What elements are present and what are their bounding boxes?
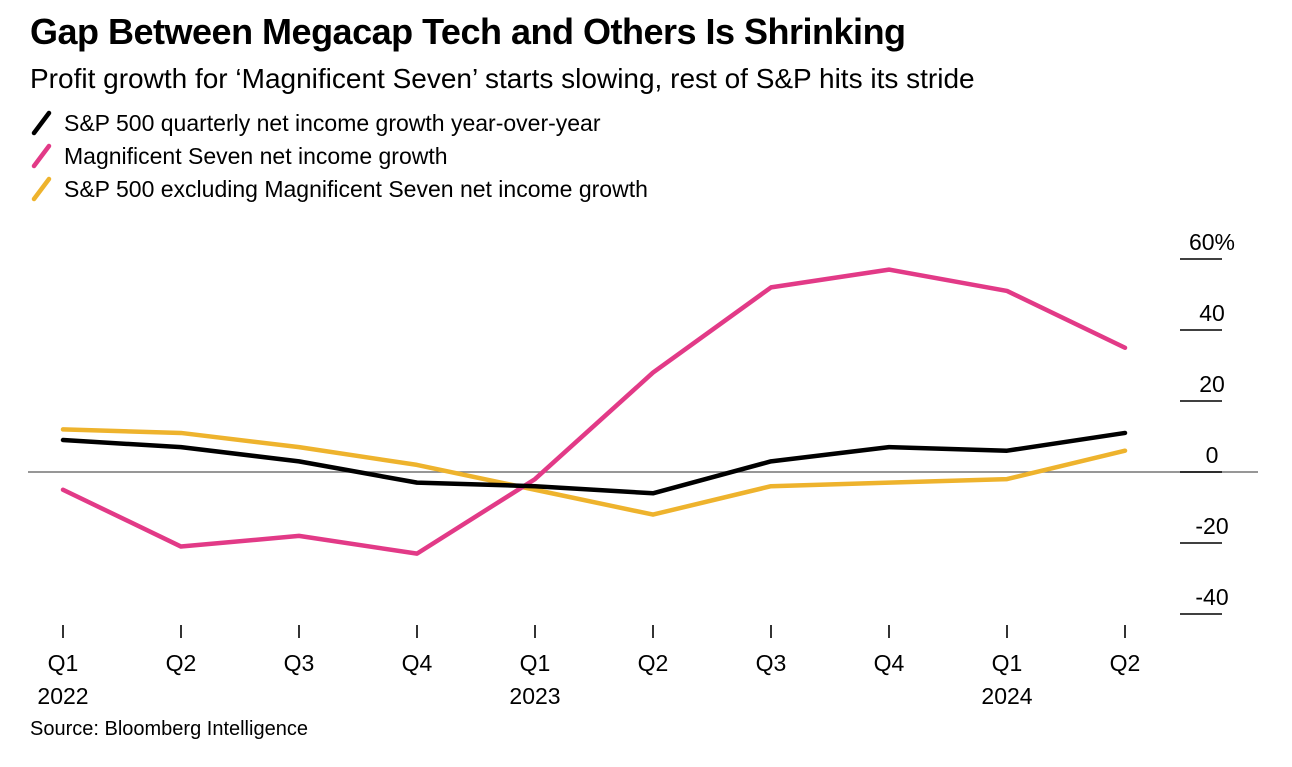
series-line-sp500-ex-mag7 <box>60 427 1128 518</box>
legend-item-sp500-ex-mag7: S&P 500 excluding Magnificent Seven net … <box>30 173 1292 205</box>
x-axis-tick-label: Q4 <box>402 650 433 676</box>
y-axis-tick-label: 0 <box>1206 442 1219 468</box>
y-axis-tick-label: 40 <box>1199 300 1225 326</box>
legend-label-mag7: Magnificent Seven net income growth <box>64 143 448 170</box>
legend-item-sp500: S&P 500 quarterly net income growth year… <box>30 107 1292 139</box>
x-axis-tick-label: Q1 <box>520 650 551 676</box>
x-axis-year-label: 2023 <box>509 683 560 709</box>
x-axis-tick-label: Q3 <box>756 650 787 676</box>
mag7-line-swatch-icon <box>31 143 52 169</box>
series-line-mag7 <box>60 267 1128 557</box>
y-axis-tick-label: -20 <box>1195 513 1228 539</box>
x-axis-tick-label: Q4 <box>874 650 905 676</box>
y-axis-tick-label: 60% <box>1189 229 1235 255</box>
legend-label-sp500: S&P 500 quarterly net income growth year… <box>64 110 601 137</box>
sp500-ex-mag7-line-swatch-icon <box>31 176 52 202</box>
legend: S&P 500 quarterly net income growth year… <box>30 107 1292 205</box>
source-note: Source: Bloomberg Intelligence <box>30 718 308 741</box>
x-axis-year-label: 2024 <box>981 683 1032 709</box>
x-axis-tick-label: Q3 <box>284 650 315 676</box>
series-line-sp500 <box>60 430 1128 496</box>
chart-title: Gap Between Megacap Tech and Others Is S… <box>30 11 906 52</box>
y-axis-tick-label: -40 <box>1195 584 1228 610</box>
y-axis-tick-label: 20 <box>1199 371 1225 397</box>
chart-page: Gap Between Megacap Tech and Others Is S… <box>28 11 1292 741</box>
x-axis-tick-label: Q1 <box>48 650 79 676</box>
x-axis-year-label: 2022 <box>37 683 88 709</box>
sp500-line-swatch-icon <box>31 110 52 136</box>
legend-item-mag7: Magnificent Seven net income growth <box>30 140 1292 172</box>
x-axis-tick-label: Q1 <box>992 650 1023 676</box>
x-axis-tick-label: Q2 <box>1110 650 1141 676</box>
x-axis-tick-label: Q2 <box>638 650 669 676</box>
legend-label-sp500-ex-mag7: S&P 500 excluding Magnificent Seven net … <box>64 176 648 203</box>
x-axis-tick-label: Q2 <box>166 650 197 676</box>
chart-subtitle: Profit growth for ‘Magnificent Seven’ st… <box>30 62 975 94</box>
net-income-growth-line-chart: 60% 40 20 0 -20 -40 Q1 Q2 Q3 Q4 Q1 Q2 Q3 Q4 Q1 Q2 2022 20… <box>28 229 1258 709</box>
